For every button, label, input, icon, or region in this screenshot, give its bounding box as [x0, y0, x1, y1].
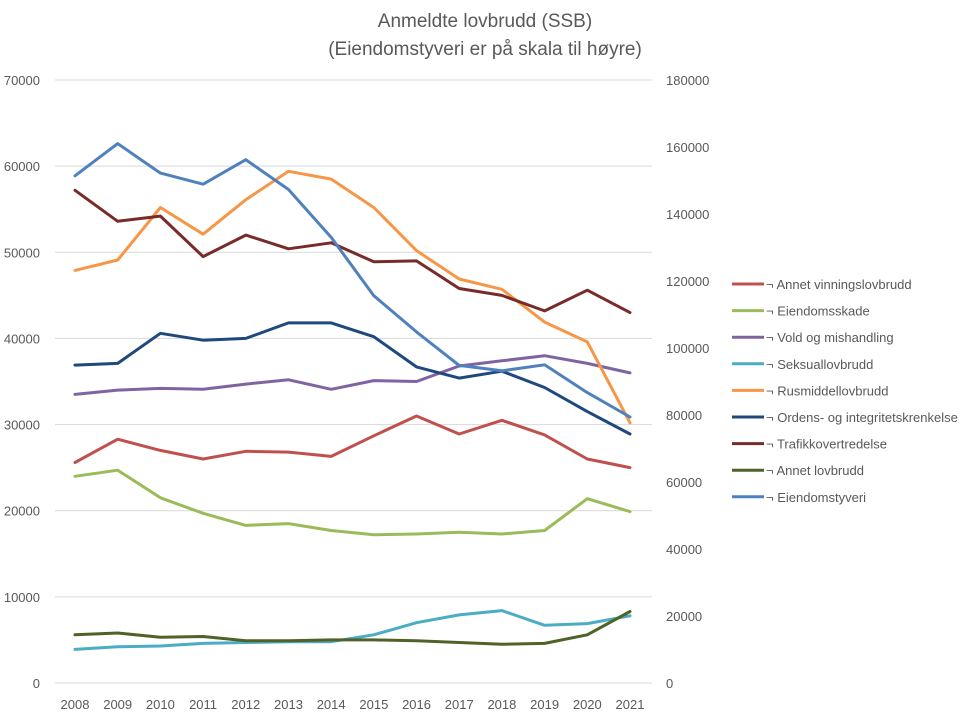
y-tick-label-right: 180000 — [666, 73, 709, 88]
y-tick-label-left: 40000 — [4, 331, 40, 346]
y-axis-right: 0 20000 40000 60000 80000 100000 120000 140000 1… — [666, 73, 709, 691]
y-tick-label-right: 140000 — [666, 207, 709, 222]
y-tick-label-right: 0 — [666, 676, 673, 691]
series-lines — [73, 142, 632, 651]
gridlines — [55, 79, 652, 684]
y-tick-label-right: 100000 — [666, 341, 709, 356]
series-line-trafikkovertredelse — [73, 188, 632, 315]
y-tick-label-left: 60000 — [4, 159, 40, 174]
x-tick-label: 2017 — [445, 697, 474, 712]
legend-label: ¬ Rusmiddellovbrudd — [766, 383, 888, 398]
series-line-vold-og-mishandling — [73, 354, 632, 396]
chart-subtitle: (Eiendomstyveri er på skala til høyre) — [328, 39, 642, 60]
series-line-rusmiddellovbrudd — [73, 169, 632, 425]
y-tick-label-right: 80000 — [666, 408, 702, 423]
y-tick-label-left: 50000 — [4, 245, 40, 260]
y-tick-label-right: 20000 — [666, 609, 702, 624]
x-tick-label: 2019 — [530, 697, 559, 712]
series-line-eiendomstyveri — [73, 142, 632, 419]
y-tick-label-left: 30000 — [4, 418, 40, 433]
x-tick-label: 2011 — [189, 697, 217, 712]
x-tick-label: 2021 — [616, 697, 645, 712]
y-tick-label-left: 0 — [33, 676, 40, 691]
series-line-ordens-og-integritetskrenkelse — [73, 321, 632, 436]
series-line-annet-vinningslovbrudd — [73, 414, 632, 470]
y-axis-left: 0 10000 20000 30000 40000 50000 60000 70000 — [4, 73, 40, 691]
legend-label: ¬ Annet lovbrudd — [766, 463, 864, 478]
x-tick-label: 2012 — [231, 697, 260, 712]
y-tick-label-right: 160000 — [666, 140, 709, 155]
y-tick-label-left: 20000 — [4, 504, 40, 519]
y-tick-label-right: 120000 — [666, 274, 709, 289]
series-line-annet-lovbrudd — [73, 610, 632, 646]
series-line-eiendomsskade — [73, 468, 632, 537]
series-line-seksuallovbrudd — [73, 609, 632, 651]
x-tick-label: 2014 — [317, 697, 346, 712]
legend-label: ¬ Ordens- og integritetskrenkelse — [766, 410, 958, 425]
x-tick-label: 2020 — [573, 697, 602, 712]
x-tick-label: 2015 — [359, 697, 388, 712]
x-tick-label: 2009 — [103, 697, 132, 712]
legend-label: ¬ Annet vinningslovbrudd — [766, 277, 912, 292]
legend-label: ¬ Eiendomsskade — [766, 304, 870, 319]
chart-title: Anmeldte lovbrudd (SSB) — [378, 11, 592, 32]
y-tick-label-right: 60000 — [666, 475, 702, 490]
x-axis: 2008 2009 2010 2011 2012 2013 2014 2015 2016 2017… — [61, 697, 645, 712]
x-tick-label: 2013 — [274, 697, 303, 712]
legend-label: ¬ Trafikkovertredelse — [766, 437, 887, 452]
y-tick-label-left: 70000 — [4, 73, 40, 88]
legend-label: ¬ Eiendomstyveri — [766, 490, 866, 505]
legend: ¬ Annet vinningslovbrudd ¬ Eiendomsskade ¬… — [732, 277, 958, 505]
y-tick-label-left: 10000 — [4, 590, 40, 605]
x-tick-label: 2018 — [487, 697, 516, 712]
x-tick-label: 2008 — [61, 697, 90, 712]
y-tick-label-right: 40000 — [666, 542, 702, 557]
x-tick-label: 2010 — [146, 697, 175, 712]
legend-label: ¬ Vold og mishandling — [766, 330, 894, 345]
legend-label: ¬ Seksuallovbrudd — [766, 357, 873, 372]
x-tick-label: 2016 — [402, 697, 431, 712]
